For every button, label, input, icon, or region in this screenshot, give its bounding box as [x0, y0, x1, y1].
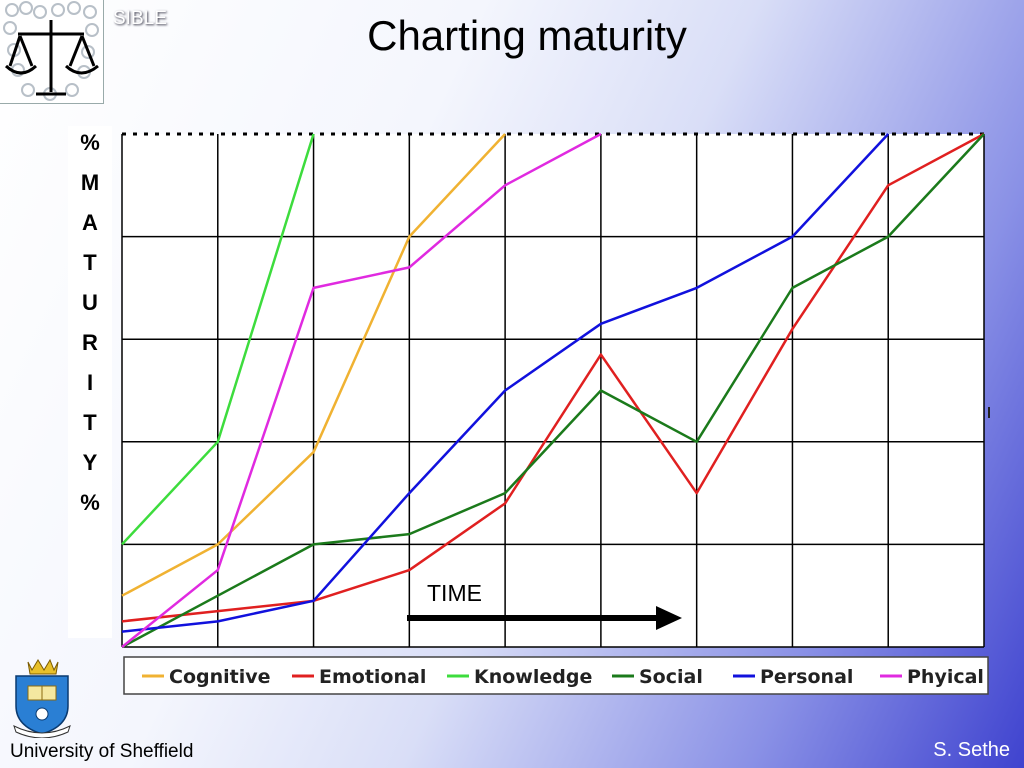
time-annotation: TIME	[427, 580, 482, 606]
university-name: University of Sheffield	[10, 741, 194, 762]
y-axis-letter: M	[80, 170, 100, 195]
legend-label-social: Social	[639, 666, 703, 688]
y-axis-letter: %	[80, 490, 100, 515]
series-line-emotional	[121, 132, 985, 623]
author-name: S. Sethe	[933, 739, 1010, 761]
legend-label-phyical: Phyical	[907, 666, 984, 688]
legend-label-personal: Personal	[760, 666, 853, 688]
y-axis-letter: Y	[82, 450, 98, 475]
plot-area	[122, 134, 984, 647]
university-crest	[8, 656, 74, 739]
y-axis-label: % M A T U R I T Y%	[68, 126, 112, 638]
y-axis-letter: I	[86, 370, 94, 395]
series-line-phyical	[121, 132, 602, 648]
brand-label: SIBLE	[113, 8, 167, 29]
legend-box	[123, 656, 989, 695]
crest-icon	[13, 658, 71, 739]
y-axis-letter: %	[80, 130, 100, 155]
series-line-cognitive	[121, 133, 507, 597]
sible-logo	[0, 0, 104, 104]
legend-label-knowledge: Knowledge	[474, 666, 592, 688]
legend-label-emotional: Emotional	[319, 666, 426, 688]
series-line-personal	[121, 133, 890, 633]
time-arrow-head	[656, 606, 682, 630]
y-axis-letter: U	[82, 290, 98, 315]
scales-of-justice-logo-icon	[3, 1, 99, 101]
y-axis-letter: A	[82, 210, 98, 235]
y-axis-letter: T	[83, 410, 97, 435]
series-line-social	[121, 133, 985, 649]
page-title: Charting maturity	[367, 12, 687, 59]
series-line-knowledge	[121, 133, 315, 546]
y-axis-letter: R	[82, 330, 98, 355]
y-axis-letter: T	[83, 250, 97, 275]
legend-label-cognitive: Cognitive	[169, 666, 271, 688]
axis-tick	[988, 407, 990, 418]
